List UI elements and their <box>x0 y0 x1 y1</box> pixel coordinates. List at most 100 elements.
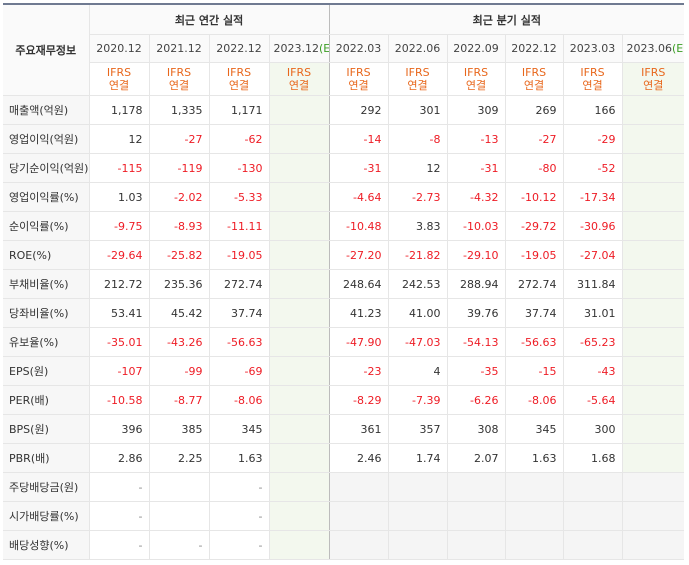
table-body: 매출액(억원) 1,178 1,335 1,171 292 301 309 269 166 영업이… <box>3 95 685 560</box>
basis-cell: IFRS 연결 <box>328 62 389 96</box>
row-label: 당기순이익(억원) <box>3 153 89 183</box>
quarterly-value-cell: 309 <box>446 95 506 125</box>
table-row: 당좌비율(%) 53.41 45.42 37.74 41.23 41.00 39.76 37.… <box>3 298 685 328</box>
quarterly-value-cell: -47.03 <box>387 327 448 357</box>
annual-value-cell <box>148 472 209 502</box>
basis-scope: 연결 <box>108 79 130 92</box>
annual-value-cell: -99 <box>148 356 209 386</box>
annual-value-cell: -69 <box>208 356 269 386</box>
basis-cell: IFRS 연결 <box>268 62 330 96</box>
quarterly-value-cell: -6.26 <box>446 385 506 415</box>
annual-value-cell <box>268 124 330 154</box>
basis-standard: IFRS <box>521 66 547 79</box>
annual-value-cell: - <box>148 530 209 560</box>
quarterly-value-cell: 292 <box>328 95 389 125</box>
annual-value-cell <box>148 501 209 531</box>
annual-value-cell: 1,178 <box>88 95 149 125</box>
quarterly-value-cell <box>504 472 564 502</box>
basis-standard: IFRS <box>463 66 489 79</box>
quarterly-value-cell <box>621 356 685 386</box>
basis-scope: 연결 <box>168 79 190 92</box>
quarterly-value-cell: -21.82 <box>387 240 448 270</box>
quarterly-value-cell: 1.74 <box>387 443 448 473</box>
basis-scope: 연결 <box>643 79 664 92</box>
row-label: 유보율(%) <box>3 327 89 357</box>
quarterly-value-cell: 361 <box>328 414 389 444</box>
quarterly-value-cell <box>621 240 685 270</box>
annual-value-cell: -56.63 <box>208 327 269 357</box>
annual-value-cell <box>268 414 330 444</box>
annual-value-cell: 385 <box>148 414 209 444</box>
annual-value-cell: 1.63 <box>208 443 269 473</box>
quarterly-value-cell <box>562 530 623 560</box>
estimate-marker: (E) <box>672 42 684 55</box>
basis-scope: 연결 <box>228 79 250 92</box>
annual-value-cell <box>268 385 330 415</box>
row-label: ROE(%) <box>3 240 89 270</box>
quarterly-value-cell: -8 <box>387 124 448 154</box>
basis-cell: IFRS 연결 <box>208 62 269 96</box>
quarterly-value-cell <box>387 472 448 502</box>
basis-cell: IFRS 연결 <box>562 62 623 96</box>
quarterly-value-cell: 242.53 <box>387 269 448 299</box>
annual-value-cell: 53.41 <box>88 298 149 328</box>
basis-scope: 연결 <box>582 79 603 92</box>
quarterly-value-cell: -35 <box>446 356 506 386</box>
annual-value-cell: -43.26 <box>148 327 209 357</box>
annual-value-cell: - <box>208 501 269 531</box>
annual-value-cell: 212.72 <box>88 269 149 299</box>
quarterly-value-cell <box>387 530 448 560</box>
quarterly-value-cell <box>621 124 685 154</box>
quarterly-value-cell <box>621 472 685 502</box>
period-annual-1: 2021.12 <box>148 34 209 63</box>
quarterly-value-cell: -27.20 <box>328 240 389 270</box>
quarterly-value-cell <box>446 472 506 502</box>
annual-value-cell: -8.77 <box>148 385 209 415</box>
financial-table: 주요재무정보 최근 연간 실적 최근 분기 실적 2020.12 2021.12… <box>3 3 685 560</box>
annual-value-cell: 272.74 <box>208 269 269 299</box>
table-row: PER(배) -10.58 -8.77 -8.06 -8.29 -7.39 -6.26 -8.… <box>3 385 685 415</box>
annual-value-cell: -8.93 <box>148 211 209 241</box>
period-annual-3: 2023.12(E) <box>268 34 330 63</box>
period-annual-3-label: 2023.12 <box>273 42 320 55</box>
quarterly-value-cell: 288.94 <box>446 269 506 299</box>
basis-standard: IFRS <box>226 66 252 79</box>
quarterly-value-cell: -29 <box>562 124 623 154</box>
annual-value-cell <box>268 95 330 125</box>
quarterly-value-cell: -29.72 <box>504 211 564 241</box>
annual-value-cell: -5.33 <box>208 182 269 212</box>
annual-value-cell <box>268 182 330 212</box>
header-row-group: 주요재무정보 최근 연간 실적 최근 분기 실적 <box>3 3 685 96</box>
annual-value-cell <box>268 443 330 473</box>
quarterly-value-cell: -56.63 <box>504 327 564 357</box>
quarterly-value-cell: -47.90 <box>328 327 389 357</box>
quarterly-value-cell: 31.01 <box>562 298 623 328</box>
quarterly-value-cell <box>446 530 506 560</box>
quarterly-value-cell <box>621 269 685 299</box>
quarterly-value-cell: 39.76 <box>446 298 506 328</box>
quarterly-value-cell: -19.05 <box>504 240 564 270</box>
annual-value-cell <box>268 211 330 241</box>
quarterly-value-cell <box>621 327 685 357</box>
annual-value-cell: -8.06 <box>208 385 269 415</box>
annual-value-cell <box>268 240 330 270</box>
quarterly-value-cell: -29.10 <box>446 240 506 270</box>
period-quarter-5: 2023.06(E) <box>621 34 685 63</box>
table-row: 유보율(%) -35.01 -43.26 -56.63 -47.90 -47.03 -54.… <box>3 327 685 357</box>
quarterly-value-cell <box>504 530 564 560</box>
quarterly-value-cell <box>328 472 389 502</box>
quarterly-value-cell: 2.46 <box>328 443 389 473</box>
quarterly-value-cell: -80 <box>504 153 564 183</box>
quarterly-value-cell: 272.74 <box>504 269 564 299</box>
annual-value-cell: -130 <box>208 153 269 183</box>
quarterly-value-cell <box>621 385 685 415</box>
basis-cell: IFRS 연결 <box>88 62 149 96</box>
row-label: BPS(원) <box>3 414 89 444</box>
annual-value-cell: -19.05 <box>208 240 269 270</box>
quarterly-value-cell: -7.39 <box>387 385 448 415</box>
table-row: 부채비율(%) 212.72 235.36 272.74 248.64 242.53 288… <box>3 269 685 299</box>
annual-value-cell: -27 <box>148 124 209 154</box>
annual-value-cell: 1.03 <box>88 182 149 212</box>
table-row: 배당성향(%) - - - <box>3 530 685 560</box>
annual-value-cell: 2.86 <box>88 443 149 473</box>
